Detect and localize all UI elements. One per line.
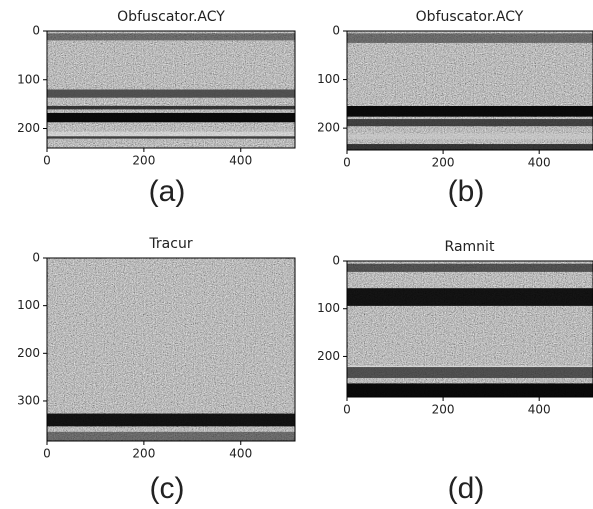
image-band — [347, 288, 593, 306]
caption: (c) — [150, 472, 185, 505]
image-band — [47, 432, 295, 441]
x-tick-label: 400 — [528, 156, 551, 170]
image-band — [347, 367, 593, 378]
image-band — [47, 136, 295, 138]
image-band — [47, 113, 295, 122]
y-tick-label: 0 — [32, 251, 40, 265]
image — [47, 258, 295, 441]
caption: (d) — [448, 472, 485, 505]
image-band — [347, 119, 593, 126]
image-band — [47, 106, 295, 110]
x-tick-label: 400 — [229, 154, 252, 168]
subplot: 0 200 400 0 100 200 300 Tracur (c) — [17, 236, 295, 505]
figure: 0 200 400 0 100 200 Obfuscator.ACY (a) 0 200 400 0 1… — [0, 0, 593, 509]
x-tick-label: 0 — [343, 403, 351, 417]
y-tick-label: 200 — [17, 121, 40, 135]
y-tick-label: 0 — [32, 24, 40, 38]
image-noise — [347, 31, 593, 150]
image-band — [347, 366, 593, 367]
y-tick-label: 200 — [317, 349, 340, 363]
subplot: 0 200 400 0 100 200 Obfuscator.ACY (a) — [17, 9, 295, 208]
subplot: 0 200 400 0 100 200 Ramnit (d) — [317, 239, 593, 505]
image-band — [47, 90, 295, 98]
subplot-title: Ramnit — [445, 239, 495, 255]
x-tick-label: 200 — [432, 156, 455, 170]
image-band — [347, 144, 593, 150]
y-tick-label: 300 — [17, 393, 40, 407]
x-tick-label: 400 — [528, 403, 551, 417]
y-tick-label: 0 — [332, 254, 340, 268]
image-band — [347, 264, 593, 272]
x-tick-label: 0 — [43, 447, 51, 461]
image — [47, 31, 295, 148]
image — [347, 31, 593, 150]
y-tick-label: 100 — [17, 72, 40, 86]
y-tick-label: 100 — [317, 301, 340, 315]
image-band — [347, 33, 593, 43]
y-tick-label: 0 — [332, 24, 340, 38]
image-band — [347, 383, 593, 397]
y-tick-label: 200 — [17, 346, 40, 360]
image-band — [347, 133, 593, 139]
subplot-title: Tracur — [148, 236, 192, 252]
image-band — [47, 33, 295, 40]
image-band — [47, 414, 295, 427]
image — [347, 261, 593, 397]
x-tick-label: 400 — [229, 447, 252, 461]
x-tick-label: 200 — [432, 403, 455, 417]
caption: (b) — [448, 175, 485, 208]
caption: (a) — [149, 175, 186, 208]
x-tick-label: 0 — [43, 154, 51, 168]
subplot-title: Obfuscator.ACY — [416, 9, 524, 25]
y-tick-label: 100 — [317, 72, 340, 86]
x-tick-label: 200 — [132, 447, 155, 461]
y-tick-label: 200 — [317, 121, 340, 135]
image-band — [347, 106, 593, 117]
y-tick-label: 100 — [17, 298, 40, 312]
subplot-title: Obfuscator.ACY — [117, 9, 225, 25]
x-tick-label: 200 — [132, 154, 155, 168]
subplot: 0 200 400 0 100 200 Obfuscator.ACY (b) — [317, 9, 593, 208]
x-tick-label: 0 — [343, 156, 351, 170]
